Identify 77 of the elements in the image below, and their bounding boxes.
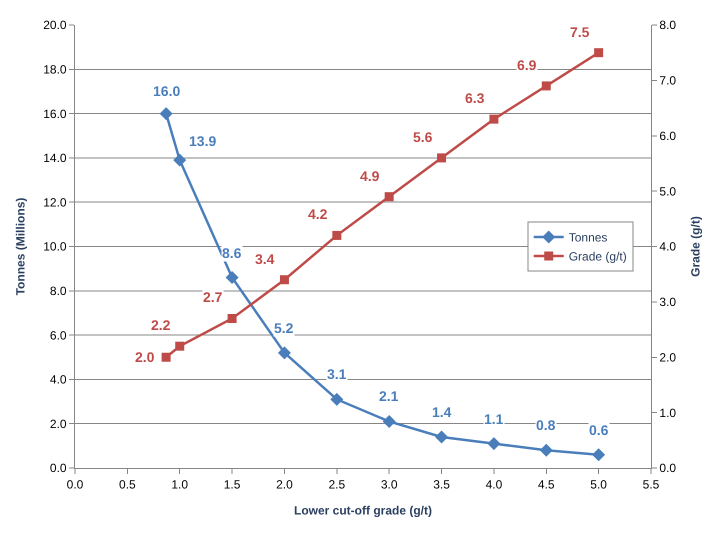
data-label: 13.9	[189, 133, 216, 149]
y-tick-label: 20.0	[43, 18, 67, 32]
data-label: 1.1	[484, 411, 504, 427]
data-label: 0.6	[589, 422, 609, 438]
point	[175, 342, 184, 351]
y2-tick-label: 4.0	[659, 240, 676, 254]
point	[173, 154, 186, 167]
y-tick-label: 14.0	[43, 151, 67, 166]
y-tick-label: 4.0	[50, 372, 67, 387]
point	[542, 81, 551, 90]
data-label: 8.6	[222, 245, 242, 261]
legend-label: Tonnes	[568, 230, 608, 245]
data-label: 6.3	[465, 90, 485, 106]
y-tick-label: 6.0	[50, 328, 67, 342]
y2-tick-label: 8.0	[659, 18, 676, 32]
data-label: 3.4	[255, 251, 275, 267]
y2-tick-label: 5.0	[659, 184, 676, 198]
data-label: 2.2	[151, 317, 171, 333]
y-axis-title: Tonnes (Millions)	[14, 198, 28, 296]
x-tick-label: 2.0	[276, 477, 294, 492]
point	[278, 346, 291, 360]
x-tick-label: 0.5	[119, 477, 136, 492]
point	[437, 153, 446, 162]
data-label: 5.6	[413, 129, 433, 145]
y2-tick-label: 0.0	[659, 461, 676, 476]
point	[228, 314, 237, 323]
point	[489, 114, 498, 124]
data-label: 4.2	[308, 206, 328, 222]
y2-tick-label: 2.0	[659, 350, 676, 364]
data-label: 5.2	[274, 320, 294, 336]
x-tick-label: 1.5	[224, 477, 241, 492]
y2-tick-label: 3.0	[659, 295, 676, 310]
x-tick-label: 4.5	[538, 477, 555, 492]
y2-tick-label: 6.0	[659, 128, 676, 143]
y-tick-label: 8.0	[50, 284, 67, 298]
data-label: 2.1	[379, 388, 399, 404]
point	[435, 430, 448, 444]
data-label: 0.8	[536, 417, 556, 433]
y2-axis-title: Grade (g/t)	[688, 216, 702, 277]
x-tick-label: 5.5	[642, 477, 660, 492]
x-tick-label: 4.0	[486, 477, 503, 492]
data-label: 3.1	[327, 366, 347, 382]
point	[226, 271, 239, 284]
point	[594, 48, 604, 58]
point	[330, 392, 344, 406]
y2-tick-label: 1.0	[659, 406, 676, 420]
data-label: 4.9	[360, 168, 380, 184]
y-tick-label: 16.0	[43, 106, 67, 121]
y-tick-label: 2.0	[50, 416, 67, 431]
point	[384, 192, 394, 202]
legend-label: Grade (g/t)	[568, 250, 627, 264]
point	[592, 448, 606, 462]
point	[162, 352, 171, 362]
point	[332, 230, 342, 240]
point	[280, 275, 289, 284]
y-tick-label: 12.0	[43, 195, 67, 210]
data-label: 2.7	[203, 289, 223, 305]
point	[540, 444, 553, 457]
point	[487, 437, 500, 450]
y-tick-label: 0.0	[50, 461, 67, 476]
x-tick-label: 1.0	[171, 477, 188, 492]
data-label: 16.0	[153, 83, 180, 99]
data-label: 6.9	[517, 57, 537, 73]
y-tick-label: 18.0	[43, 62, 67, 76]
point	[382, 414, 396, 428]
data-label: 2.0	[135, 349, 155, 365]
x-tick-label: 5.0	[590, 477, 608, 492]
x-tick-label: 3.0	[380, 477, 398, 492]
x-axis-title: Lower cut-off grade (g/t)	[294, 503, 432, 518]
data-label: 7.5	[570, 24, 590, 40]
x-tick-label: 3.5	[433, 477, 450, 492]
y2-tick-label: 7.0	[659, 74, 676, 88]
y-tick-label: 10.0	[43, 240, 67, 254]
data-label: 1.4	[432, 404, 452, 420]
x-tick-label: 0.0	[66, 477, 84, 492]
point	[160, 107, 173, 120]
x-tick-label: 2.5	[328, 477, 346, 492]
